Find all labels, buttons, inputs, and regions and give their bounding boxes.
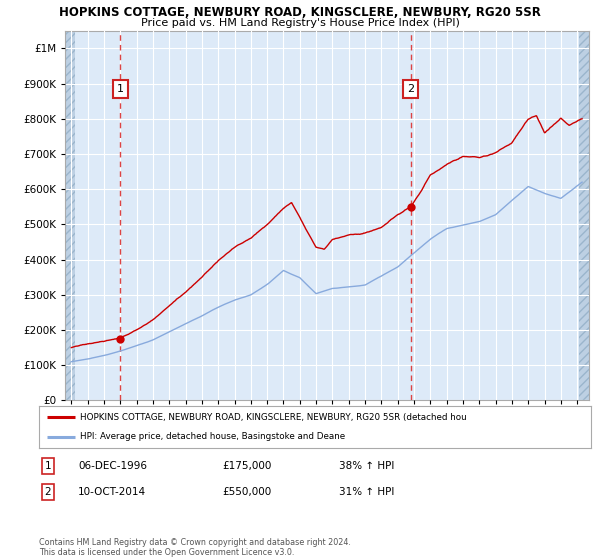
Text: 31% ↑ HPI: 31% ↑ HPI: [339, 487, 394, 497]
Text: 1: 1: [117, 84, 124, 94]
Bar: [65, 31, 74, 400]
Text: Price paid vs. HM Land Registry's House Price Index (HPI): Price paid vs. HM Land Registry's House …: [140, 18, 460, 28]
Bar: [579, 31, 589, 400]
Text: HOPKINS COTTAGE, NEWBURY ROAD, KINGSCLERE, NEWBURY, RG20 5SR (detached hou: HOPKINS COTTAGE, NEWBURY ROAD, KINGSCLER…: [80, 413, 467, 422]
Text: £550,000: £550,000: [222, 487, 271, 497]
Text: HOPKINS COTTAGE, NEWBURY ROAD, KINGSCLERE, NEWBURY, RG20 5SR: HOPKINS COTTAGE, NEWBURY ROAD, KINGSCLER…: [59, 6, 541, 18]
Text: 2: 2: [44, 487, 52, 497]
Text: 10-OCT-2014: 10-OCT-2014: [78, 487, 146, 497]
Text: 2: 2: [407, 84, 414, 94]
Text: 1: 1: [44, 461, 52, 471]
Text: 38% ↑ HPI: 38% ↑ HPI: [339, 461, 394, 471]
Text: HPI: Average price, detached house, Basingstoke and Deane: HPI: Average price, detached house, Basi…: [80, 432, 346, 441]
Bar: [579, 31, 589, 400]
Text: Contains HM Land Registry data © Crown copyright and database right 2024.
This d: Contains HM Land Registry data © Crown c…: [39, 538, 351, 557]
Text: 06-DEC-1996: 06-DEC-1996: [78, 461, 147, 471]
Text: £175,000: £175,000: [222, 461, 271, 471]
Bar: [65, 31, 74, 400]
